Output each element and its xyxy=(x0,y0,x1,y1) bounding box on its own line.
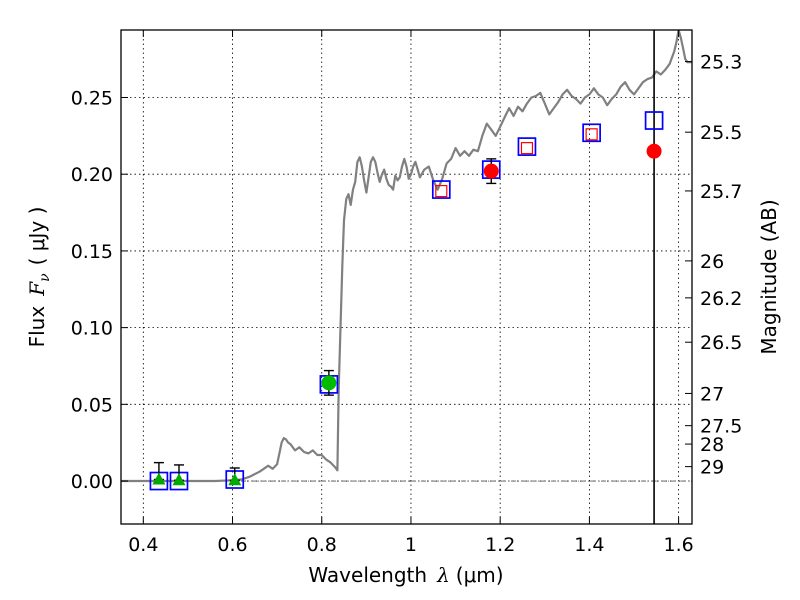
triangle-marker xyxy=(228,473,242,486)
x-tick-label: 0.6 xyxy=(217,534,247,556)
x-label-math: λ xyxy=(436,563,450,587)
triangle-marker xyxy=(172,473,186,486)
y2-tick-label: 25.5 xyxy=(700,122,742,144)
model-square xyxy=(517,137,537,156)
y2-tick-label: 26.5 xyxy=(700,332,742,354)
y-label-math-base: F xyxy=(25,281,49,297)
y2-tick-label: 28 xyxy=(700,434,724,456)
circle-marker xyxy=(321,375,337,391)
x-tick-label: 0.4 xyxy=(128,534,158,556)
plot-frame xyxy=(120,29,693,525)
y-label-unit: ( μJy ) xyxy=(25,207,49,266)
limit-square xyxy=(520,142,534,155)
ticks: 0.4 0.6 0.8 1 1.2 1.4 1.6 0.00 0.05 0.10 0.15 0.20 0… xyxy=(71,30,742,556)
y2-tick-label: 27 xyxy=(700,383,724,405)
y2-tick-label: 25.3 xyxy=(700,52,742,74)
x-axis-label: Wavelength λ (μm) xyxy=(308,563,503,587)
y-tick-label: 0.25 xyxy=(71,88,113,110)
y2-tick-label: 26 xyxy=(700,251,724,273)
x-tick-label: 1.4 xyxy=(574,534,604,556)
circle-marker xyxy=(483,163,499,179)
series-layer xyxy=(121,30,692,524)
model-square xyxy=(431,180,451,199)
x-tick-label: 1 xyxy=(405,534,417,556)
x-tick-label: 1.6 xyxy=(664,534,694,556)
y-tick-label: 0.10 xyxy=(71,318,113,340)
spectrum-line xyxy=(121,30,692,483)
limit-square xyxy=(585,128,598,141)
y2-tick-label: 27.5 xyxy=(700,416,742,438)
y2-tick-label: 25.7 xyxy=(700,181,742,203)
circle-marker xyxy=(646,143,662,159)
y-tick-label: 0.20 xyxy=(71,164,113,186)
model-square xyxy=(582,123,601,143)
triangle-marker xyxy=(152,472,166,485)
y-tick-label: 0.15 xyxy=(71,241,113,263)
x-label-unit: (μm) xyxy=(456,563,504,587)
model-square xyxy=(644,111,664,130)
x-tick-label: 0.8 xyxy=(307,534,337,556)
x-tick-label: 1.2 xyxy=(485,534,515,556)
y-tick-label: 0.00 xyxy=(71,471,113,493)
y-tick-label: 0.05 xyxy=(71,394,113,416)
x-label-prefix: Wavelength xyxy=(308,563,427,587)
y2-tick-label: 29 xyxy=(700,457,724,479)
limit-square xyxy=(435,184,448,198)
y2-axis-label: Magnitude (AB) xyxy=(757,199,781,354)
y-label-prefix: Flux xyxy=(25,306,49,348)
y-label-math-sub: ν xyxy=(37,273,53,282)
y-axis-label: Flux Fν ( μJy ) xyxy=(25,207,53,348)
y2-tick-label: 26.2 xyxy=(700,288,742,310)
